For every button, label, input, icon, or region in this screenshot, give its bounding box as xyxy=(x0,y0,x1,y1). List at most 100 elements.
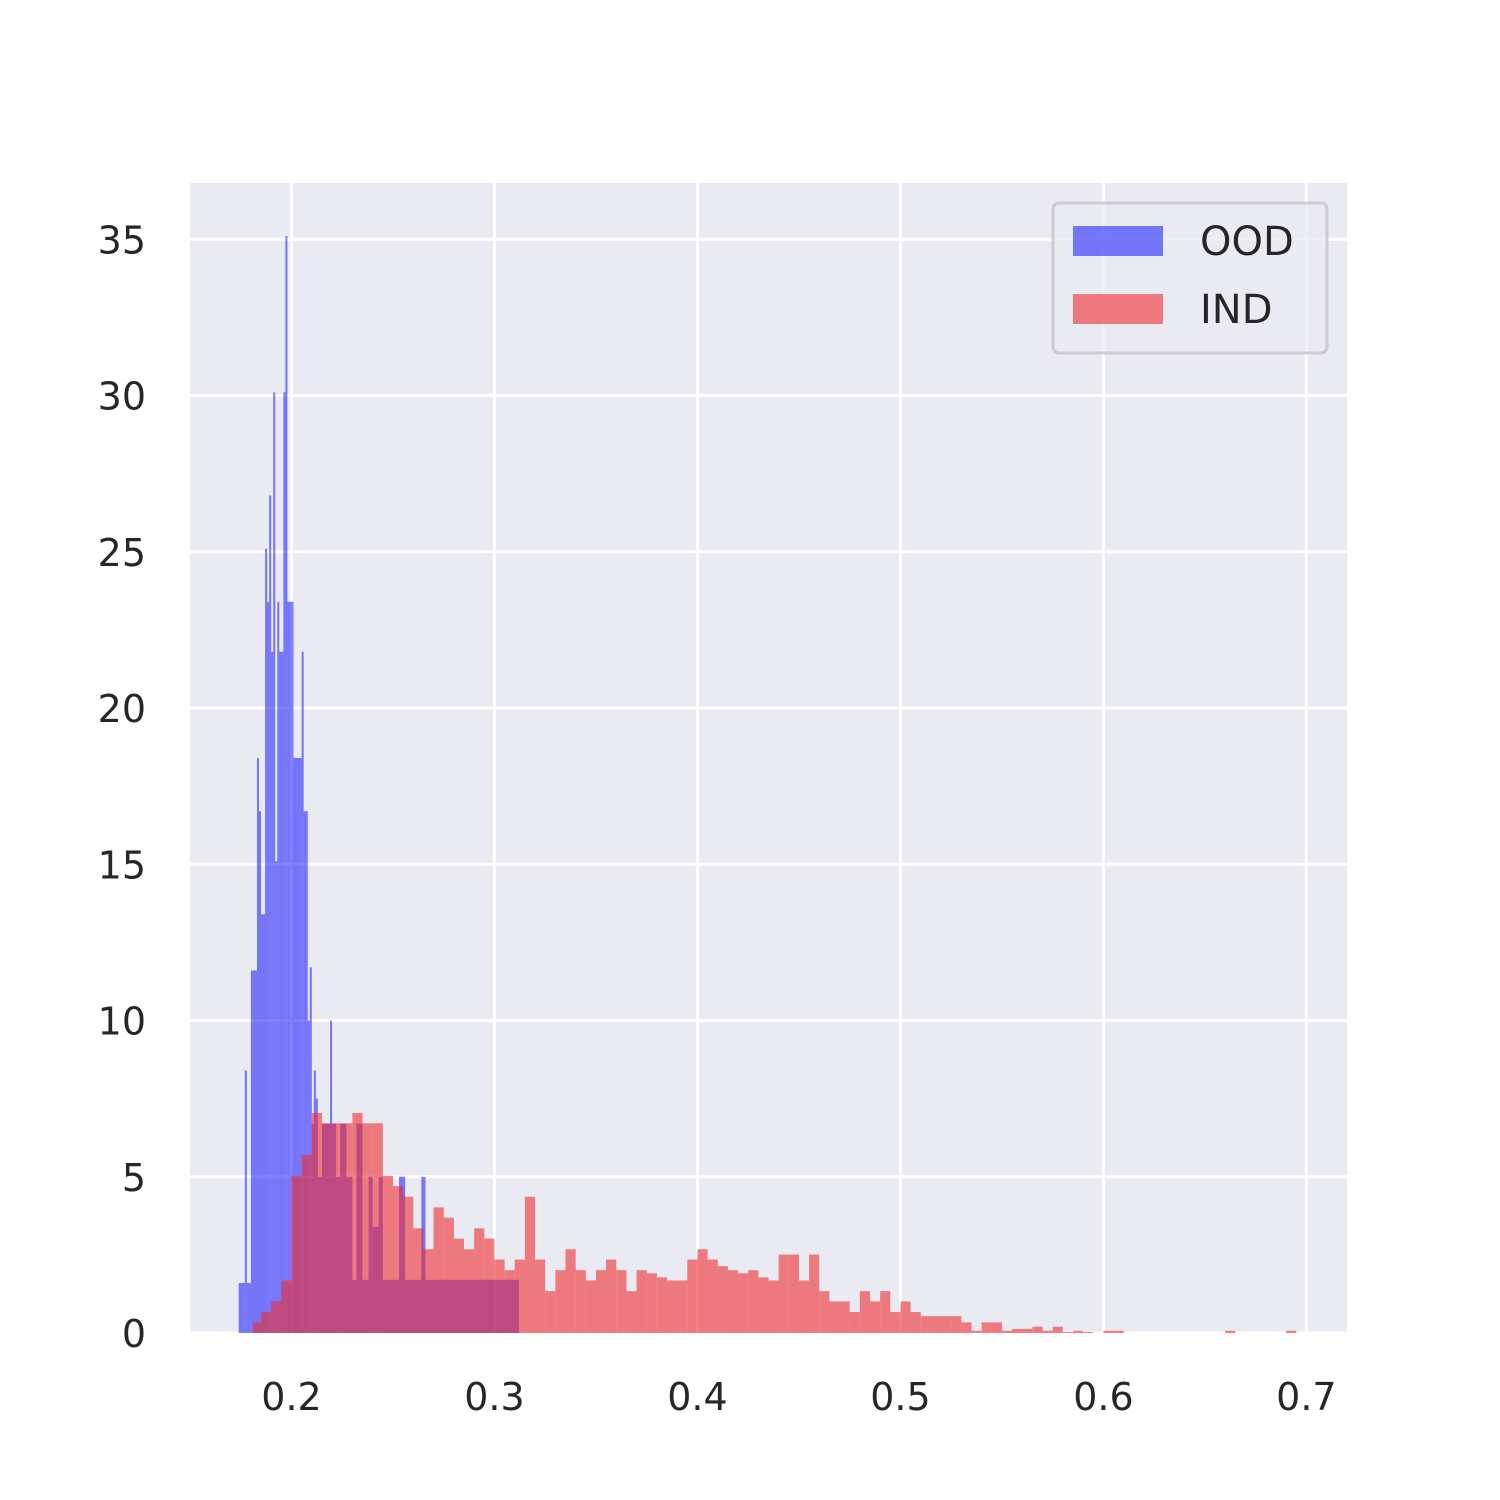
bar-ood-2 xyxy=(246,1283,251,1333)
histogram-bars xyxy=(238,236,1297,1333)
bar-ind-45 xyxy=(707,1259,718,1333)
bar-ood-18 xyxy=(291,601,294,1333)
bar-ind-58 xyxy=(839,1301,850,1333)
bar-ind-42 xyxy=(677,1280,688,1333)
bar-ood-16 xyxy=(285,236,288,1333)
bar-ind-53 xyxy=(788,1254,799,1333)
bar-ind-55 xyxy=(809,1254,820,1333)
bar-ind-52 xyxy=(778,1254,789,1333)
bar-ind-38 xyxy=(636,1270,647,1333)
bar-ind-76 xyxy=(1022,1328,1033,1333)
bar-ind-29 xyxy=(545,1291,556,1333)
legend-label-ind: IND xyxy=(1200,287,1273,333)
bar-ind-40 xyxy=(656,1277,668,1333)
bar-ind-78 xyxy=(1042,1330,1053,1333)
x-tick-label-5: 0.7 xyxy=(1276,1375,1336,1419)
x-tick-label-3: 0.5 xyxy=(870,1375,930,1419)
bar-ind-79 xyxy=(1052,1326,1063,1333)
series-ind xyxy=(252,1113,1297,1333)
bar-ind-33 xyxy=(585,1280,596,1333)
bar-ood-17 xyxy=(287,601,292,1333)
bar-ind-39 xyxy=(646,1273,657,1333)
bar-ind-64 xyxy=(900,1301,911,1333)
bar-ind-51 xyxy=(768,1280,779,1333)
bar-ind-65 xyxy=(910,1312,921,1333)
plot-area xyxy=(190,183,1347,1333)
bar-ood-10 xyxy=(271,651,274,1333)
bar-ind-57 xyxy=(829,1301,840,1333)
bar-ood-11 xyxy=(273,392,276,1333)
legend-label-ood: OOD xyxy=(1200,219,1294,265)
bar-ind-20 xyxy=(453,1238,465,1333)
bar-ind-8 xyxy=(332,1123,343,1333)
y-axis-ticks: 0 5 10 15 20 25 30 35 xyxy=(98,218,146,1356)
bar-ood-9 xyxy=(269,495,272,1333)
bar-ood-5 xyxy=(259,811,262,1333)
bar-ood-12 xyxy=(275,861,278,1333)
bar-ind-37 xyxy=(626,1291,637,1333)
bar-ind-17 xyxy=(423,1249,434,1333)
bar-ind-24 xyxy=(494,1259,505,1333)
y-tick-label-3: 15 xyxy=(98,843,146,887)
bar-ood-21 xyxy=(303,811,308,1333)
bar-ind-74 xyxy=(1001,1330,1013,1333)
bar-ind-41 xyxy=(667,1280,678,1333)
y-tick-label-2: 10 xyxy=(98,1000,146,1044)
bar-ind-9 xyxy=(342,1123,353,1333)
bar-ind-48 xyxy=(738,1273,749,1333)
y-tick-label-4: 20 xyxy=(98,687,146,731)
bar-ind-22 xyxy=(474,1228,485,1333)
bar-ind-72 xyxy=(981,1322,992,1333)
bar-ind-43 xyxy=(687,1259,698,1333)
bar-ind-50 xyxy=(758,1277,769,1333)
bar-ind-7 xyxy=(321,1123,333,1333)
bar-ood-15 xyxy=(283,392,286,1333)
bar-ind-81 xyxy=(1072,1330,1084,1333)
bar-ind-3 xyxy=(281,1280,292,1333)
bar-ood-23 xyxy=(309,967,312,1333)
bar-ind-60 xyxy=(859,1291,870,1333)
bar-ood-13 xyxy=(277,601,280,1333)
bar-ind-77 xyxy=(1032,1326,1043,1333)
bar-ood-6 xyxy=(261,914,266,1333)
bar-ood-3 xyxy=(250,970,257,1333)
bar-ind-18 xyxy=(433,1207,444,1333)
bar-ind-66 xyxy=(920,1316,931,1333)
bar-ood-1 xyxy=(244,1070,247,1333)
bar-ind-16 xyxy=(413,1228,424,1333)
bar-ind-44 xyxy=(697,1249,708,1333)
bar-ind-10 xyxy=(352,1113,363,1333)
x-tick-label-4: 0.6 xyxy=(1073,1375,1133,1419)
bar-ind-84 xyxy=(1113,1330,1124,1333)
bar-ind-67 xyxy=(930,1316,942,1333)
bar-ind-86 xyxy=(1286,1330,1297,1333)
bar-ind-49 xyxy=(748,1270,759,1333)
bar-ood-0 xyxy=(238,1283,245,1333)
bar-ind-63 xyxy=(890,1312,901,1333)
bar-ind-0 xyxy=(252,1322,262,1333)
bar-ind-13 xyxy=(382,1175,393,1333)
bar-ind-21 xyxy=(464,1249,475,1333)
bar-ood-7 xyxy=(265,548,268,1333)
y-tick-label-6: 30 xyxy=(98,375,146,419)
bar-ind-30 xyxy=(555,1270,566,1333)
bar-ood-14 xyxy=(279,651,284,1333)
bar-ind-71 xyxy=(971,1330,982,1333)
x-tick-label-0: 0.2 xyxy=(261,1375,321,1419)
bar-ind-1 xyxy=(261,1312,272,1333)
y-tick-label-0: 0 xyxy=(122,1312,146,1356)
bar-ind-47 xyxy=(727,1270,739,1333)
bar-ind-11 xyxy=(362,1123,373,1333)
x-axis-ticks: 0.2 0.3 0.4 0.5 0.6 0.7 xyxy=(261,1375,1336,1419)
bar-ind-5 xyxy=(301,1154,312,1333)
bar-ind-85 xyxy=(1225,1330,1236,1333)
bar-ind-12 xyxy=(372,1123,383,1333)
y-tick-label-5: 25 xyxy=(98,531,146,575)
bar-ind-19 xyxy=(443,1217,454,1333)
bar-ind-82 xyxy=(1083,1332,1094,1333)
bar-ind-34 xyxy=(595,1270,607,1333)
bar-ind-27 xyxy=(524,1196,536,1333)
bar-ind-23 xyxy=(484,1238,495,1333)
bar-ood-4 xyxy=(256,758,260,1333)
bar-ood-19 xyxy=(293,758,302,1333)
